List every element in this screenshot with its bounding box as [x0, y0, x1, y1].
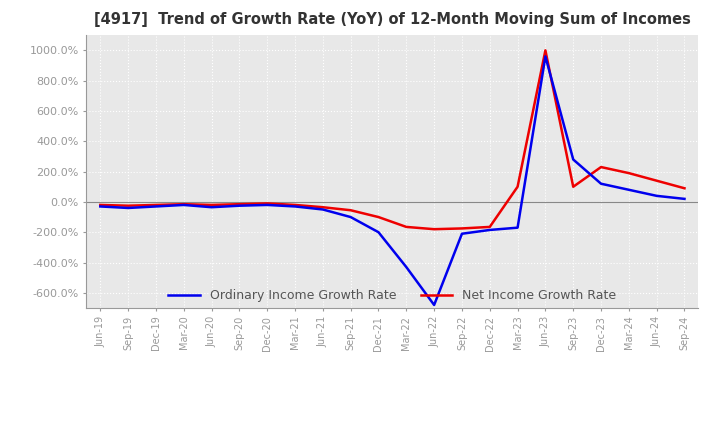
Net Income Growth Rate — [263, 201, 271, 206]
Ordinary Income Growth Rate — [402, 264, 410, 270]
Ordinary Income Growth Rate — [430, 302, 438, 308]
Net Income Growth Rate — [346, 208, 355, 213]
Ordinary Income Growth Rate — [179, 202, 188, 208]
Ordinary Income Growth Rate — [207, 205, 216, 210]
Net Income Growth Rate — [680, 186, 689, 191]
Net Income Growth Rate — [458, 226, 467, 231]
Net Income Growth Rate — [541, 48, 550, 53]
Ordinary Income Growth Rate — [318, 207, 327, 212]
Ordinary Income Growth Rate — [235, 203, 243, 209]
Ordinary Income Growth Rate — [96, 204, 104, 209]
Net Income Growth Rate — [652, 178, 661, 183]
Net Income Growth Rate — [485, 224, 494, 230]
Ordinary Income Growth Rate — [541, 54, 550, 59]
Ordinary Income Growth Rate — [652, 193, 661, 198]
Net Income Growth Rate — [152, 202, 161, 208]
Ordinary Income Growth Rate — [680, 196, 689, 202]
Net Income Growth Rate — [402, 224, 410, 230]
Ordinary Income Growth Rate — [346, 214, 355, 220]
Net Income Growth Rate — [235, 202, 243, 207]
Ordinary Income Growth Rate — [513, 225, 522, 230]
Ordinary Income Growth Rate — [291, 204, 300, 209]
Net Income Growth Rate — [207, 202, 216, 208]
Ordinary Income Growth Rate — [458, 231, 467, 236]
Line: Ordinary Income Growth Rate: Ordinary Income Growth Rate — [100, 56, 685, 305]
Ordinary Income Growth Rate — [485, 227, 494, 233]
Net Income Growth Rate — [569, 184, 577, 189]
Net Income Growth Rate — [291, 202, 300, 208]
Legend: Ordinary Income Growth Rate, Net Income Growth Rate: Ordinary Income Growth Rate, Net Income … — [163, 284, 621, 307]
Net Income Growth Rate — [124, 203, 132, 209]
Ordinary Income Growth Rate — [624, 187, 633, 192]
Net Income Growth Rate — [318, 205, 327, 210]
Net Income Growth Rate — [430, 227, 438, 232]
Ordinary Income Growth Rate — [569, 157, 577, 162]
Net Income Growth Rate — [96, 202, 104, 208]
Net Income Growth Rate — [513, 184, 522, 189]
Ordinary Income Growth Rate — [152, 204, 161, 209]
Title: [4917]  Trend of Growth Rate (YoY) of 12-Month Moving Sum of Incomes: [4917] Trend of Growth Rate (YoY) of 12-… — [94, 12, 690, 27]
Net Income Growth Rate — [374, 214, 383, 220]
Ordinary Income Growth Rate — [263, 202, 271, 208]
Ordinary Income Growth Rate — [124, 205, 132, 211]
Ordinary Income Growth Rate — [374, 230, 383, 235]
Line: Net Income Growth Rate: Net Income Growth Rate — [100, 50, 685, 229]
Net Income Growth Rate — [624, 170, 633, 176]
Net Income Growth Rate — [179, 202, 188, 207]
Net Income Growth Rate — [597, 165, 606, 170]
Ordinary Income Growth Rate — [597, 181, 606, 187]
